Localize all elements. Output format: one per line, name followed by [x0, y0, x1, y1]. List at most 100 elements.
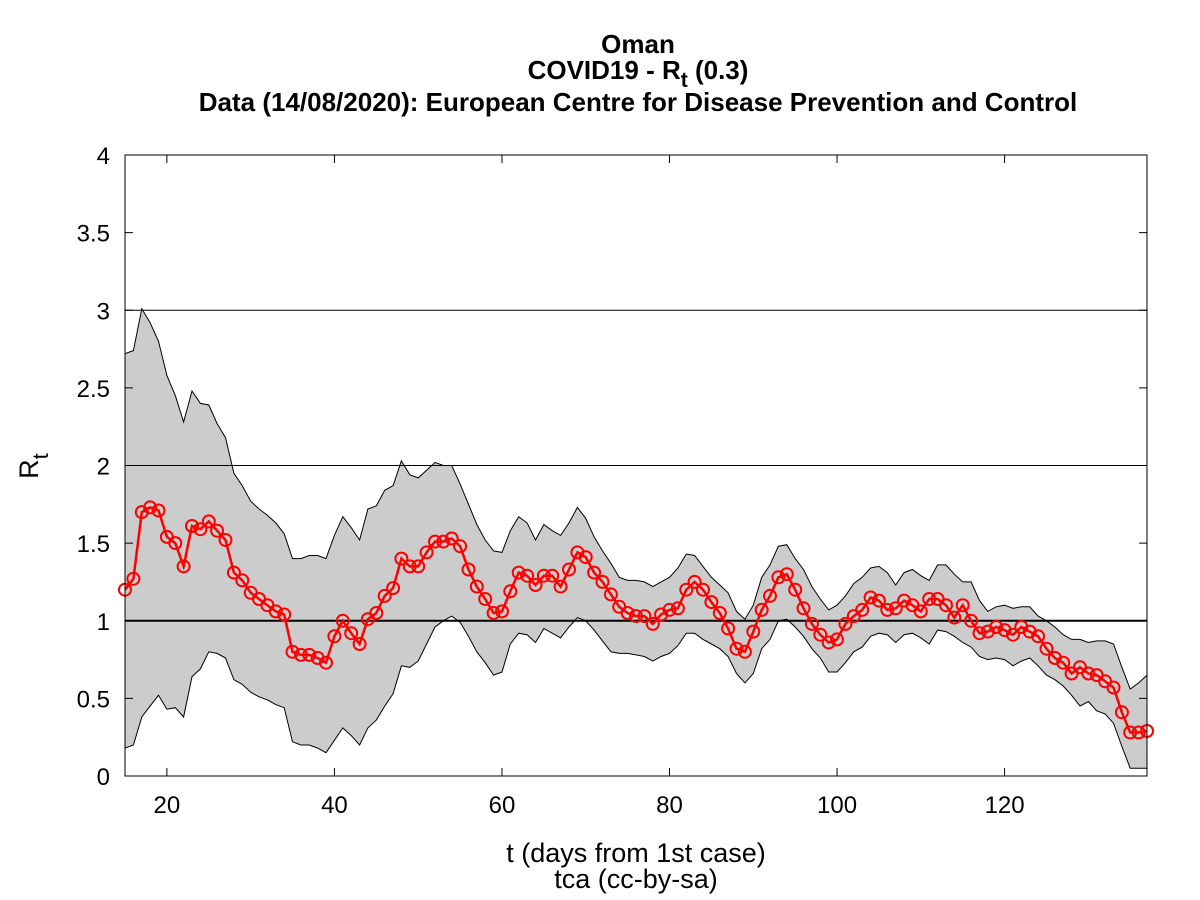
data-point [922, 592, 937, 606]
data-point [796, 601, 811, 616]
data-point [645, 616, 660, 631]
data-point [335, 613, 350, 628]
data-point [386, 581, 401, 596]
x-tick-label: 60 [489, 792, 516, 819]
x-tick-label: 20 [154, 792, 181, 819]
data-point [1031, 629, 1046, 644]
data-point [411, 559, 426, 574]
credit-text: tca (cc-by-sa) [554, 864, 718, 894]
x-tick-label: 100 [817, 792, 857, 819]
data-point [545, 568, 560, 583]
data-point [428, 534, 442, 549]
data-point [637, 609, 652, 624]
data-point [1081, 666, 1096, 681]
data-point [821, 635, 836, 650]
data-point [955, 598, 970, 613]
y-axis-ticks: 0 0.5 1 1.5 2 2.5 3 3.5 4 [77, 143, 1147, 791]
data-point [285, 644, 300, 659]
data-point [377, 588, 392, 603]
x-tick-label: 80 [656, 792, 683, 819]
data-point [503, 584, 518, 599]
data-point [1123, 725, 1138, 740]
data-point [679, 582, 694, 597]
data-point [486, 606, 501, 620]
y-tick-label: 0.5 [77, 686, 110, 713]
y-axis-label-subscript: t [28, 453, 53, 459]
data-point [729, 641, 744, 656]
data-point [511, 565, 526, 580]
data-point [737, 644, 752, 659]
data-point [461, 562, 476, 577]
data-point [804, 616, 819, 631]
data-point [168, 536, 183, 551]
y-tick-label: 2 [97, 454, 110, 481]
chart-title-metric: COVID19 - Rt (0.3) [528, 55, 749, 92]
data-point [193, 522, 208, 537]
data-point [855, 602, 870, 617]
data-point [947, 610, 962, 625]
data-point [1006, 627, 1020, 642]
data-point [402, 559, 417, 574]
data-point [771, 570, 786, 585]
data-point [453, 539, 468, 554]
data-point [939, 598, 953, 613]
data-point [721, 621, 736, 636]
confidence-band-lower-edge [124, 615, 1147, 769]
data-point [1039, 641, 1054, 656]
data-point [578, 550, 593, 565]
data-point [520, 568, 535, 583]
data-point [964, 613, 979, 628]
data-point [218, 533, 233, 547]
data-point [352, 637, 367, 651]
chart-title-source: Data (14/08/2020): European Centre for D… [199, 87, 1077, 117]
data-point [327, 629, 342, 644]
data-point [478, 592, 493, 606]
data-point [662, 602, 677, 617]
data-point [830, 632, 844, 647]
x-tick-label: 40 [321, 792, 348, 819]
data-point [185, 519, 199, 533]
y-tick-label: 4 [97, 143, 110, 170]
data-point [344, 626, 359, 641]
data-point [126, 571, 141, 586]
data-point [863, 590, 878, 605]
data-point [620, 606, 635, 620]
data-point [763, 588, 777, 603]
data-point [972, 626, 987, 641]
x-axis-ticks: 20 40 60 80 100 120 [154, 155, 1025, 819]
data-point [226, 565, 241, 580]
y-tick-label: 3.5 [77, 221, 110, 248]
y-tick-label: 0 [97, 764, 110, 791]
y-axis-label: Rt [14, 453, 53, 479]
y-tick-label: 1 [97, 609, 110, 636]
data-point [176, 559, 191, 574]
data-point [151, 503, 166, 518]
data-point [779, 567, 794, 582]
data-point [712, 606, 727, 620]
chart-title-country: Oman [601, 29, 675, 59]
data-point [444, 531, 459, 546]
x-axis-label: t (days from 1st case) [506, 838, 766, 868]
data-point [201, 514, 216, 529]
data-point [553, 579, 568, 594]
data-point [746, 624, 761, 639]
data-point [788, 582, 803, 597]
data-point [629, 609, 643, 624]
data-point [888, 601, 903, 616]
data-point [469, 579, 484, 594]
data-point [293, 647, 308, 662]
data-point [595, 574, 610, 589]
data-point [587, 565, 602, 580]
data-point [989, 620, 1004, 634]
data-point [210, 523, 225, 538]
data-point [235, 573, 250, 588]
data-point [1131, 725, 1146, 740]
data-point [277, 607, 292, 622]
rt-series [118, 500, 1154, 740]
data-point [302, 647, 317, 662]
data-point [394, 551, 409, 566]
y-tick-label: 3 [97, 298, 110, 325]
data-point [687, 574, 702, 589]
data-point [754, 602, 769, 617]
y-tick-label: 1.5 [77, 531, 110, 558]
